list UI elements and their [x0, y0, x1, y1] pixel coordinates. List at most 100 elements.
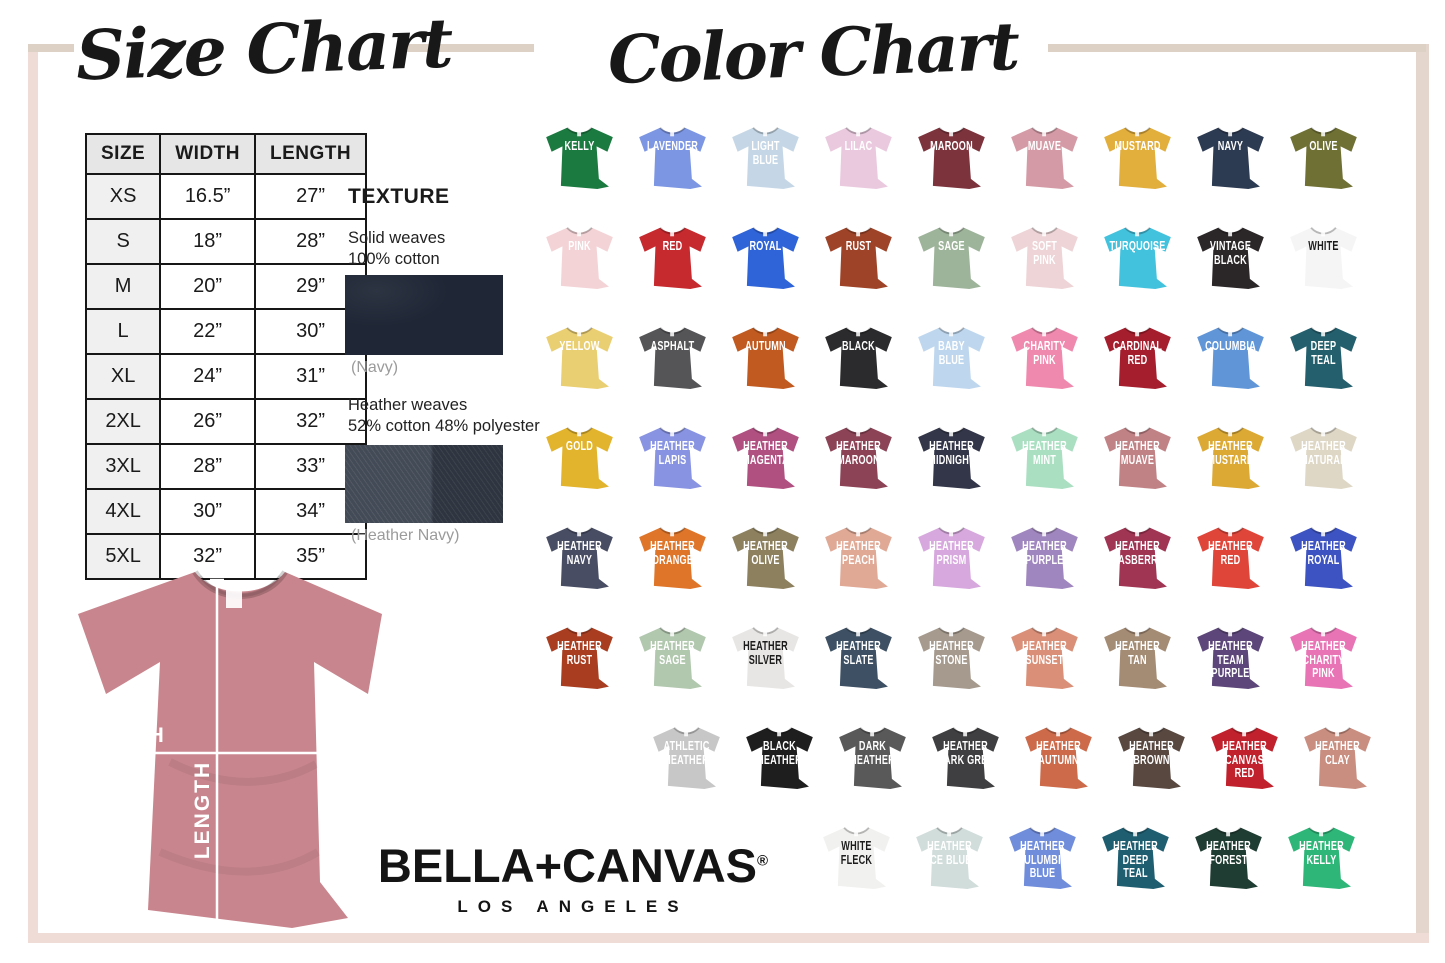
color-name-label: LIGHT BLUE — [751, 138, 780, 167]
shirt-icon — [825, 427, 892, 489]
color-name-label: CHARITY PINK — [1023, 338, 1066, 367]
shirt-icon — [639, 227, 706, 289]
size-table-cell: 32” — [253, 398, 368, 445]
color-name-label: OLIVE — [1309, 138, 1338, 153]
color-name-label: BLACK — [842, 338, 875, 353]
brand-city: LOS ANGELES — [457, 897, 689, 916]
color-shirt: MAROON — [905, 112, 998, 212]
color-name-label: HEATHER LAPIS — [650, 438, 695, 467]
color-shirt: HEATHER MUAVE — [1091, 412, 1184, 512]
color-shirt: CARDINAL RED — [1091, 312, 1184, 412]
size-table-row: S 18” 28” — [84, 218, 368, 265]
color-shirt: HEATHER CANVAS RED — [1198, 712, 1291, 812]
color-name-label: HEATHER MAROON — [836, 438, 881, 467]
color-name-label: MUSTARD — [1114, 138, 1161, 153]
frame-right-line — [1416, 44, 1429, 943]
color-name-label: HEATHER ICE BLUE — [927, 838, 972, 867]
size-table-header-row: SIZE WIDTH LENGTH — [84, 133, 368, 175]
color-shirt: NAVY — [1184, 112, 1277, 212]
size-table-cell: L — [84, 308, 162, 355]
color-shirt: KELLY — [533, 112, 626, 212]
color-name-label: HEATHER SLATE — [836, 638, 881, 667]
frame-bottom-line — [28, 933, 1429, 943]
shirt-row: HEATHER RUST HEATHER SAGE HEATHER SILVER… — [533, 612, 1413, 712]
size-table-cell: 16.5” — [159, 173, 256, 220]
color-name-label: HEATHER TEAM PURPLE — [1208, 638, 1253, 681]
color-name-label: BABY BLUE — [938, 338, 965, 367]
shirt-icon — [1290, 227, 1357, 289]
color-name-label: SAGE — [938, 238, 965, 253]
shirt-icon — [1197, 327, 1264, 389]
navy-swatch-caption: (Navy) — [351, 359, 399, 376]
size-table-row: M 20” 29” — [84, 263, 368, 310]
shirt-icon — [1011, 427, 1078, 489]
shirt-icon — [1304, 727, 1371, 789]
size-table-cell: 31” — [253, 353, 368, 400]
color-shirt: HEATHER RASBERRY — [1091, 512, 1184, 612]
shirt-icon — [839, 727, 906, 789]
size-table-header: WIDTH — [159, 133, 256, 175]
color-shirt: VINTAGE BLACK — [1184, 212, 1277, 312]
shirt-icon — [918, 327, 985, 389]
color-name-label: HEATHER AUTUMN — [1036, 738, 1081, 767]
shirt-row: ATHLETIC HEATHER BLACK HEATHER DARK HEAT… — [640, 712, 1413, 812]
color-name-label: WHITE — [1308, 238, 1339, 253]
color-shirt: DEEP TEAL — [1277, 312, 1370, 412]
color-shirt: HEATHER KELLY — [1275, 812, 1368, 912]
color-name-label: HEATHER OLIVE — [743, 538, 788, 567]
heather-weave-description: Heather weaves 52% cotton 48% polyester — [348, 395, 558, 436]
color-name-label: KELLY — [564, 138, 595, 153]
shirt-icon — [918, 127, 985, 189]
color-shirt: HEATHER AUTUMN — [1012, 712, 1105, 812]
color-name-label: HEATHER RASBERRY — [1111, 538, 1164, 567]
color-shirt: HEATHER SUNSET — [998, 612, 1091, 712]
shirt-icon — [732, 127, 799, 189]
color-shirt: HEATHER DARK GREY — [919, 712, 1012, 812]
size-chart-title: Size Chart — [74, 3, 453, 97]
shirt-icon — [1104, 527, 1171, 589]
shirt-icon — [1197, 627, 1264, 689]
size-table-cell: 28” — [159, 443, 256, 490]
color-name-label: HEATHER DARK GREY — [937, 738, 994, 767]
color-name-label: HEATHER CANVAS RED — [1222, 738, 1267, 781]
color-name-label: HEATHER PEACH — [836, 538, 881, 567]
size-table-cell: 22” — [159, 308, 256, 355]
shirt-icon — [1104, 327, 1171, 389]
size-table-row: 2XL 26” 32” — [84, 398, 368, 445]
shirt-icon — [916, 827, 983, 889]
shirt-icon — [546, 527, 613, 589]
shirt-icon — [1011, 327, 1078, 389]
shirt-icon — [825, 127, 892, 189]
shirt-row: HEATHER NAVY HEATHER ORANGE HEATHER OLIV… — [533, 512, 1413, 612]
color-shirt: HEATHER STONE — [905, 612, 998, 712]
color-name-label: HEATHER PURPLE — [1022, 538, 1067, 567]
color-name-label: HEATHER FOREST — [1206, 838, 1251, 867]
color-name-label: HEATHER TAN — [1115, 638, 1160, 667]
color-shirt: MUAVE — [998, 112, 1091, 212]
color-name-label: HEATHER STONE — [929, 638, 974, 667]
color-shirt: LAVENDER — [626, 112, 719, 212]
color-shirt: ATHLETIC HEATHER — [640, 712, 733, 812]
color-name-label: HEATHER MUAVE — [1115, 438, 1160, 467]
size-table-cell: 3XL — [84, 443, 162, 490]
color-name-label: HEATHER MIDNIGHT — [928, 438, 975, 467]
color-name-label: HEATHER SUNSET — [1022, 638, 1067, 667]
shirt-icon — [1197, 527, 1264, 589]
shirt-icon — [825, 327, 892, 389]
shirt-icon — [746, 727, 813, 789]
size-table-cell: 24” — [159, 353, 256, 400]
color-name-label: DARK HEATHER — [850, 738, 895, 767]
size-table-cell: 2XL — [84, 398, 162, 445]
color-shirt: COLUMBIA — [1184, 312, 1277, 412]
color-name-label: CARDINAL RED — [1112, 338, 1163, 367]
color-name-label: YELLOW — [559, 338, 600, 353]
size-table-cell: 18” — [159, 218, 256, 265]
shirt-icon — [1290, 527, 1357, 589]
shirt-icon — [1011, 127, 1078, 189]
shirt-icon — [546, 627, 613, 689]
color-shirt: HEATHER MIDNIGHT — [905, 412, 998, 512]
size-table-cell: 5XL — [84, 533, 162, 580]
color-name-label: HEATHER PRISM — [929, 538, 974, 567]
color-shirt: HEATHER RED — [1184, 512, 1277, 612]
color-name-label: COLUMBIA — [1205, 338, 1256, 353]
